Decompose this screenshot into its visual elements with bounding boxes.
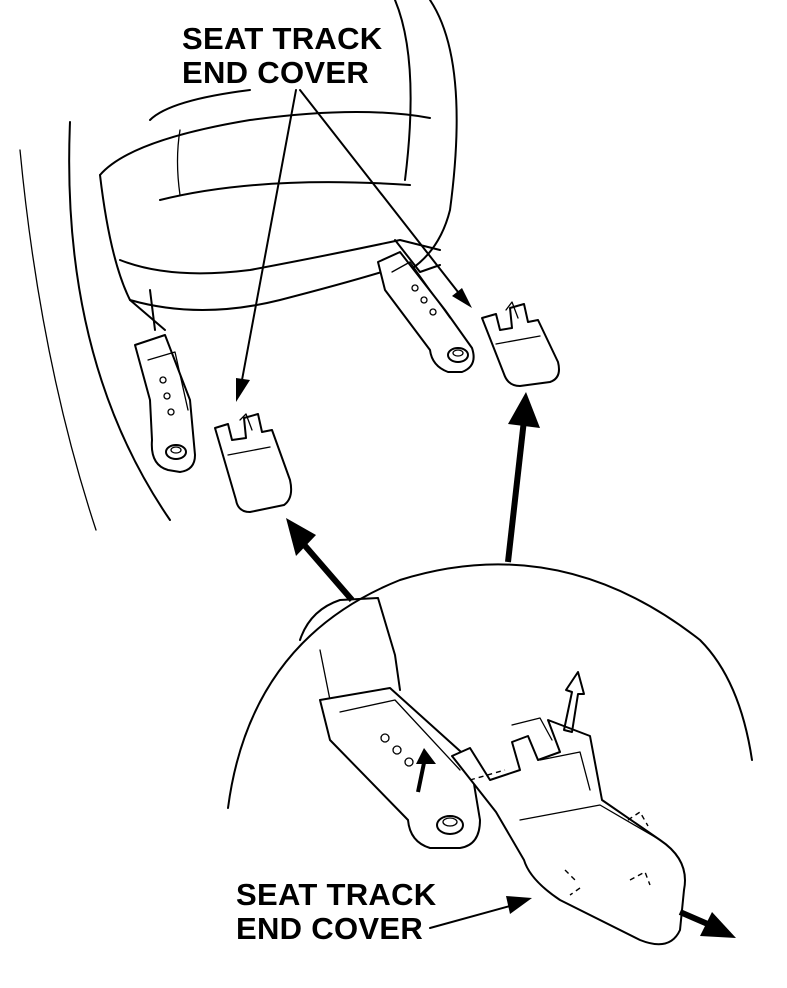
pull-out-arrow xyxy=(678,909,736,938)
right-seat-track xyxy=(377,251,475,373)
top-leader-lines xyxy=(236,89,472,402)
right-end-cover xyxy=(481,301,560,387)
top-callout-line2: END COVER xyxy=(182,55,370,90)
bottom-callout-line1: SEAT TRACK xyxy=(236,877,437,912)
left-end-cover xyxy=(214,413,293,513)
detail-end-cover xyxy=(451,671,686,946)
seat-body xyxy=(19,0,458,531)
detail-seat-track xyxy=(299,597,481,849)
left-seat-track xyxy=(134,334,196,473)
detail-callout-circle xyxy=(227,563,753,809)
detail-arrows xyxy=(286,392,540,602)
bottom-callout-label: SEAT TRACK END COVER xyxy=(236,878,436,946)
bottom-callout-line2: END COVER xyxy=(236,911,424,946)
top-callout-line1: SEAT TRACK xyxy=(182,21,383,56)
bottom-leader-line xyxy=(429,896,532,929)
top-callout-label: SEAT TRACK END COVER xyxy=(182,22,382,90)
